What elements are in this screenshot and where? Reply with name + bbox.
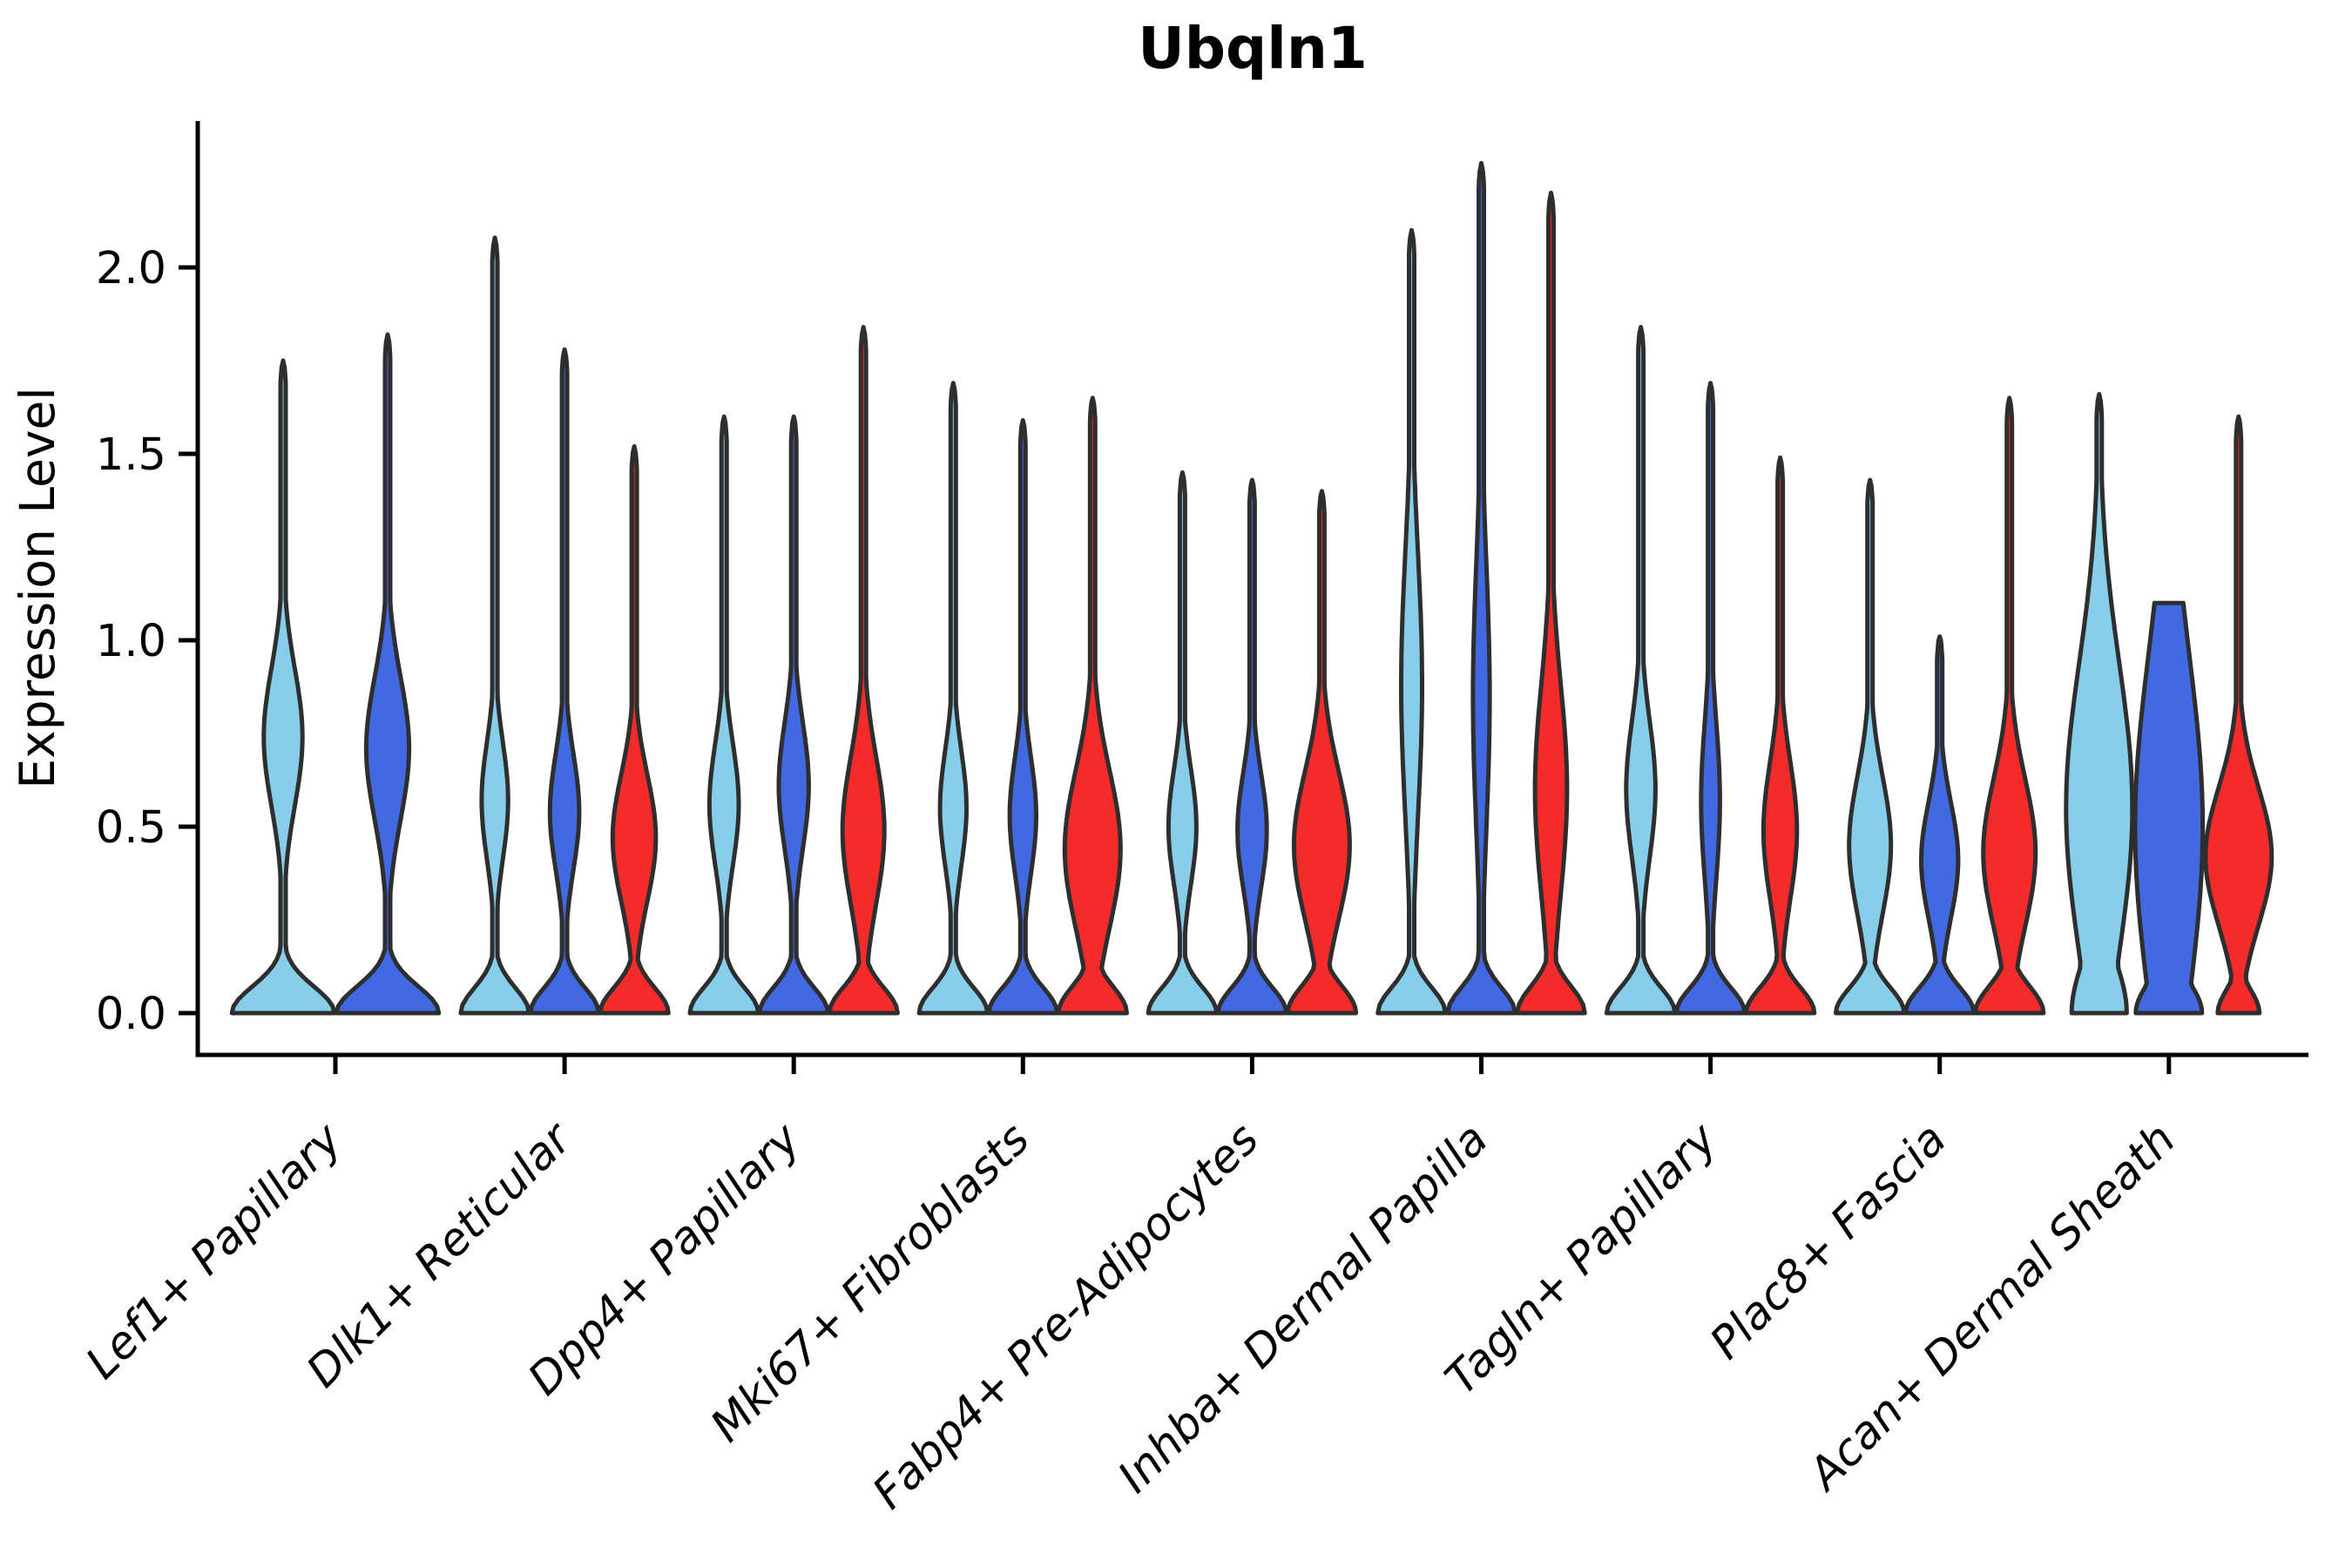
- x-tick-label: Acan+ Dermal Sheath: [1797, 1113, 2185, 1501]
- violin-fabp4-dark_blue: [1215, 477, 1289, 1016]
- y-tick-label: 1.5: [96, 429, 166, 481]
- violin-tagln-light_blue: [1604, 325, 1678, 1016]
- violin-fabp4-red: [1285, 489, 1359, 1016]
- violin-tagln-dark_blue: [1673, 381, 1747, 1016]
- y-tick-label: 0.0: [96, 989, 166, 1040]
- violin-inhba-light_blue: [1375, 227, 1448, 1016]
- violin-lef1-light_blue: [229, 358, 337, 1016]
- violin-plac8-light_blue: [1834, 477, 1907, 1016]
- y-axis-label: Expression Level: [10, 387, 65, 788]
- violin-mki67-dark_blue: [986, 418, 1059, 1016]
- violin-dlk1-light_blue: [458, 235, 531, 1016]
- violin-inhba-dark_blue: [1445, 160, 1517, 1016]
- y-tick-label: 0.5: [96, 802, 166, 854]
- violin-fabp4-light_blue: [1146, 470, 1220, 1016]
- violin-mki67-light_blue: [916, 381, 990, 1016]
- violin-plac8-dark_blue: [1903, 634, 1977, 1016]
- y-tick-label: 1.0: [96, 616, 166, 667]
- violin-dlk1-dark_blue: [528, 347, 601, 1016]
- axes-layer: [179, 121, 2308, 1074]
- violins-layer: [229, 160, 2274, 1016]
- violin-dpp4-red: [827, 325, 900, 1016]
- violin-acan-red: [2203, 414, 2274, 1016]
- violin-dpp4-dark_blue: [757, 414, 830, 1016]
- violin-acan-light_blue: [2064, 392, 2135, 1016]
- x-tick-label: Plac8+ Fascia: [1700, 1113, 1957, 1369]
- violin-mki67-red: [1056, 395, 1129, 1016]
- y-tick-label: 2.0: [96, 243, 166, 294]
- violin-inhba-red: [1515, 190, 1587, 1016]
- violin-dpp4-light_blue: [687, 414, 760, 1016]
- violin-lef1-dark_blue: [334, 332, 442, 1016]
- violin-tagln-red: [1743, 455, 1817, 1016]
- violin-plac8-red: [1973, 395, 2046, 1016]
- x-tick-label: Fabp4+ Pre-Adipocytes: [863, 1113, 1269, 1519]
- violin-dlk1-red: [598, 443, 671, 1016]
- plot-title: Ubqln1: [1138, 15, 1368, 82]
- x-tick-label: Inhba+ Dermal Papilla: [1109, 1113, 1498, 1503]
- violin-acan-dark_blue: [2132, 600, 2206, 1016]
